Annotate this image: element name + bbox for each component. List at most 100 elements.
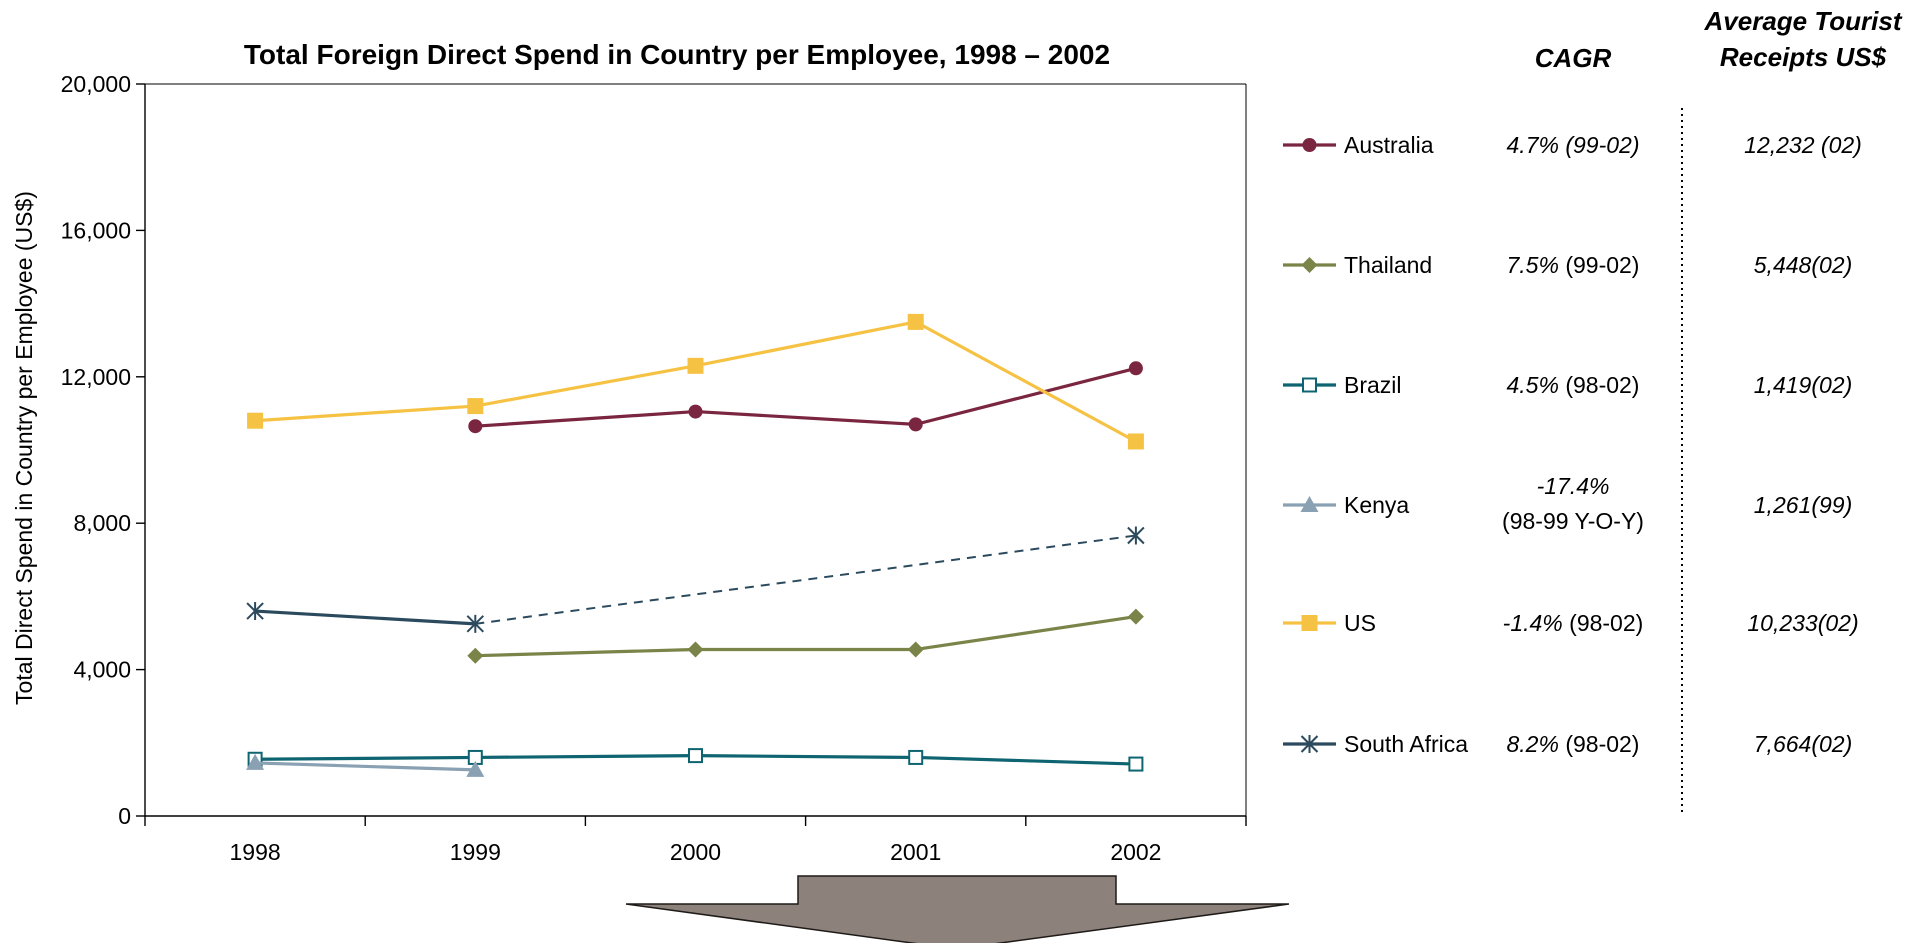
legend-marker xyxy=(1301,257,1318,273)
series-line-segment xyxy=(255,755,476,761)
data-point xyxy=(1127,526,1145,545)
table-row: 7.5% (99-02) 5,448(02) xyxy=(1507,252,1853,278)
plot-area xyxy=(144,83,1247,817)
table-row: 4.7% (99-02) 12,232 (02) xyxy=(1507,132,1862,158)
cagr-period: (98-99 Y-O-Y) xyxy=(1502,508,1644,534)
series-line-segment xyxy=(695,409,916,426)
series-brazil xyxy=(247,748,1144,772)
series-line-segment xyxy=(695,754,916,760)
y-tick-label: 8,000 xyxy=(73,510,131,536)
header-receipts-line2: Receipts US$ xyxy=(1720,42,1887,72)
legend-marker xyxy=(1301,615,1318,631)
cagr-value: 7.5% (99-02) xyxy=(1507,252,1640,278)
legend: Australia Thailand Brazil Kenya US South Afri… xyxy=(1283,132,1862,757)
x-axis-ticks: 1998 1999 2000 2001 2002 xyxy=(144,816,1247,865)
legend-marker xyxy=(1300,496,1319,512)
table-row: -1.4% (98-02) 10,233(02) xyxy=(1503,610,1859,636)
series-us xyxy=(247,313,1144,450)
header-receipts-line1: Average Tourist xyxy=(1704,6,1903,36)
series-line-segment xyxy=(475,647,696,658)
x-tick-label: 1999 xyxy=(450,839,501,865)
data-point xyxy=(907,641,924,658)
legend-label: Thailand xyxy=(1344,252,1432,278)
x-tick-label: 2002 xyxy=(1110,839,1161,865)
series-line-segment xyxy=(255,609,476,626)
receipts-value: 1,261(99) xyxy=(1754,492,1852,518)
header-cagr: CAGR xyxy=(1535,43,1612,73)
legend-marker xyxy=(1300,735,1319,753)
data-point xyxy=(246,602,264,621)
receipts-value: 5,448(02) xyxy=(1754,252,1852,278)
series-south-africa xyxy=(246,526,1145,633)
data-point xyxy=(246,753,265,770)
data-point xyxy=(688,404,703,419)
data-point xyxy=(1127,608,1144,625)
legend-label: South Africa xyxy=(1344,731,1468,757)
y-axis-label: Total Direct Spend in Country per Employ… xyxy=(11,191,37,705)
y-tick-label: 4,000 xyxy=(73,657,131,683)
series-kenya xyxy=(246,753,485,777)
legend-item-south-africa: South Africa xyxy=(1283,731,1468,757)
series-line-segment xyxy=(254,404,476,423)
data-point xyxy=(1128,756,1144,772)
table-row: 4.5% (98-02) 1,419(02) xyxy=(1507,372,1853,398)
down-arrow-icon xyxy=(625,875,1290,943)
series-line-segment xyxy=(475,534,1137,625)
series-thailand xyxy=(467,608,1144,664)
x-tick-label: 1998 xyxy=(230,839,281,865)
data-point xyxy=(467,398,484,415)
series-australia xyxy=(468,361,1143,434)
table-row: 8.2% (98-02) 7,664(02) xyxy=(1507,731,1853,757)
receipts-value: 1,419(02) xyxy=(1754,372,1852,398)
series-line-segment xyxy=(475,364,696,408)
data-point xyxy=(466,614,485,633)
y-axis-ticks: 0 4,000 8,000 12,000 16,000 20,000 xyxy=(61,71,145,829)
series-line-segment xyxy=(915,366,1137,426)
data-point xyxy=(688,748,703,764)
data-point xyxy=(467,647,484,664)
y-tick-label: 12,000 xyxy=(61,364,131,390)
y-tick-label: 0 xyxy=(118,803,131,829)
data-point xyxy=(907,313,924,330)
cagr-value: 8.2% (98-02) xyxy=(1507,731,1640,757)
legend-marker xyxy=(1302,138,1317,152)
data-point xyxy=(1127,433,1144,450)
data-point xyxy=(687,641,704,658)
series-line-segment xyxy=(695,320,917,368)
data-point xyxy=(1128,361,1143,376)
series-line-segment xyxy=(475,409,696,428)
x-tick-label: 2000 xyxy=(670,839,721,865)
y-tick-label: 16,000 xyxy=(61,217,131,243)
series-layer xyxy=(246,313,1145,777)
legend-item-australia: Australia xyxy=(1283,132,1434,158)
cagr-value: -1.4% (98-02) xyxy=(1503,610,1644,636)
legend-label: Australia xyxy=(1344,132,1434,158)
series-line-segment xyxy=(255,761,476,772)
data-point xyxy=(466,760,485,777)
legend-item-thailand: Thailand xyxy=(1283,252,1432,278)
table-row: -17.4% (98-99 Y-O-Y) 1,261(99) xyxy=(1502,473,1852,534)
cagr-value: -17.4% xyxy=(1537,473,1610,499)
data-point xyxy=(908,749,924,765)
legend-marker xyxy=(1302,377,1317,393)
chart-title: Total Foreign Direct Spend in Country pe… xyxy=(244,39,1110,70)
legend-item-brazil: Brazil xyxy=(1283,372,1402,398)
receipts-value: 10,233(02) xyxy=(1747,610,1858,636)
legend-label: Kenya xyxy=(1344,492,1409,518)
data-point xyxy=(468,419,483,434)
series-line-segment xyxy=(475,754,696,760)
receipts-value: 7,664(02) xyxy=(1754,731,1852,757)
series-line-segment xyxy=(914,320,1137,443)
series-line-segment xyxy=(915,615,1137,652)
receipts-value: 12,232 (02) xyxy=(1744,132,1862,158)
series-line-segment xyxy=(915,755,1136,766)
legend-label: US xyxy=(1344,610,1376,636)
data-point xyxy=(247,412,264,429)
cagr-value: 4.7% (99-02) xyxy=(1507,132,1640,158)
cagr-value: 4.5% (98-02) xyxy=(1507,372,1640,398)
legend-item-us: US xyxy=(1283,610,1376,636)
y-tick-label: 20,000 xyxy=(61,71,131,97)
x-tick-label: 2001 xyxy=(890,839,941,865)
legend-label: Brazil xyxy=(1344,372,1402,398)
